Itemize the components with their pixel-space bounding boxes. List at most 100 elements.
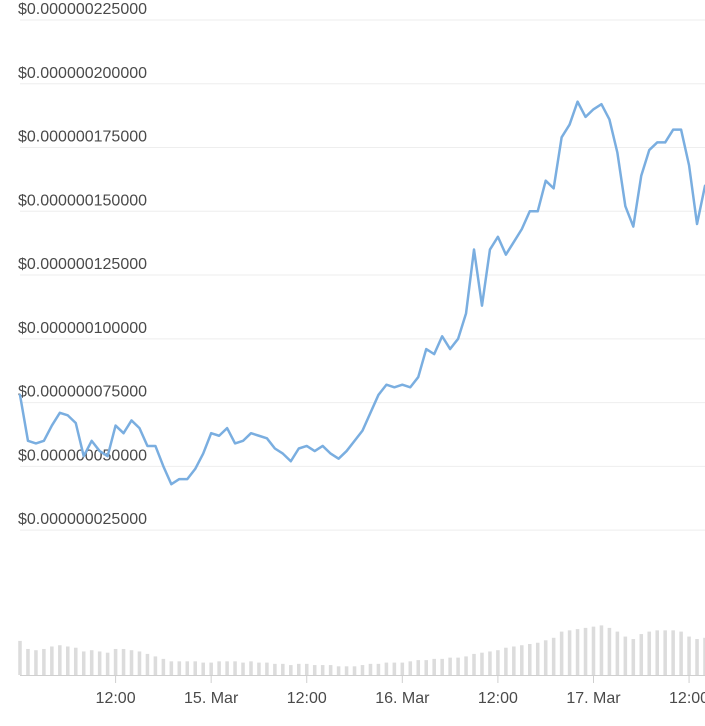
y-tick-label: $0.000000175000 xyxy=(18,129,147,146)
volume-bar xyxy=(512,646,516,675)
volume-bar xyxy=(73,647,78,675)
volume-bar xyxy=(392,662,397,675)
y-tick-label: $0.000000025000 xyxy=(18,511,147,528)
volume-bar xyxy=(527,644,532,675)
x-tick-label: 12:00 xyxy=(287,690,327,707)
volume-bar xyxy=(89,650,94,675)
volume-bar xyxy=(297,663,301,675)
volume-bar xyxy=(368,663,373,675)
volume-bar xyxy=(408,661,413,675)
volume-bar xyxy=(352,666,357,675)
volume-bar xyxy=(42,648,46,675)
volume-bar xyxy=(559,631,564,675)
volume-bar xyxy=(543,640,548,675)
volume-bar xyxy=(169,661,174,675)
volume-bar xyxy=(687,636,691,675)
volume-bar xyxy=(631,639,636,675)
volume-bar xyxy=(496,650,500,675)
volume-bar xyxy=(18,640,22,675)
x-tick-label: 12:00 xyxy=(478,690,518,707)
volume-bar xyxy=(265,662,269,675)
y-tick-label: $0.000000150000 xyxy=(18,192,147,209)
volume-bar xyxy=(209,662,213,675)
volume-bar xyxy=(257,662,261,675)
volume-bar xyxy=(344,666,349,675)
volume-bar xyxy=(97,651,102,675)
volume-bar xyxy=(551,637,556,675)
x-tick-label: 16. Mar xyxy=(375,690,430,707)
volume-bar xyxy=(193,661,198,675)
volume-bar xyxy=(535,642,540,675)
volume-bar xyxy=(480,652,484,675)
volume-bar xyxy=(273,663,277,675)
volume-bar xyxy=(432,658,436,675)
volume-bar xyxy=(137,651,142,675)
volume-bar xyxy=(304,663,309,675)
volume-bar xyxy=(607,627,612,675)
volume-bar xyxy=(217,661,221,675)
x-tick-label: 12:00 xyxy=(96,690,136,707)
volume-bar xyxy=(201,662,205,675)
volume-bar xyxy=(50,646,54,675)
volume-bar xyxy=(591,626,596,675)
volume-bar xyxy=(336,666,341,675)
volume-bar xyxy=(121,648,126,675)
volume-bar xyxy=(639,634,644,675)
volume-bar xyxy=(440,658,444,675)
volume-bar xyxy=(416,660,421,675)
volume-bar xyxy=(129,650,134,675)
volume-bar xyxy=(623,636,628,675)
volume-bar xyxy=(58,645,62,675)
volume-bar xyxy=(671,630,675,675)
volume-bar xyxy=(703,637,705,675)
volume-bar xyxy=(384,662,389,675)
volume-bar xyxy=(225,661,229,675)
x-tick-label: 15. Mar xyxy=(184,690,239,707)
volume-bar xyxy=(695,639,699,675)
volume-bar xyxy=(504,647,508,675)
volume-bar xyxy=(424,660,428,675)
volume-bar xyxy=(233,661,237,675)
volume-bar xyxy=(153,656,158,675)
volume-bar xyxy=(281,663,285,675)
volume-bar xyxy=(575,629,580,675)
volume-bar xyxy=(26,648,30,675)
x-tick-label: 12:00 xyxy=(669,690,705,707)
volume-bar xyxy=(456,657,460,675)
volume-bar xyxy=(34,650,38,675)
volume-bar xyxy=(66,646,70,675)
volume-bar xyxy=(448,657,452,675)
volume-bar xyxy=(599,625,604,675)
volume-bar xyxy=(567,630,572,675)
y-tick-label: $0.000000075000 xyxy=(18,384,147,401)
volume-bar xyxy=(320,665,325,675)
volume-bar xyxy=(145,653,150,675)
volume-bar xyxy=(289,665,293,675)
volume-bar xyxy=(615,631,620,675)
volume-bar xyxy=(464,656,468,675)
volume-bar xyxy=(177,661,182,675)
volume-bar xyxy=(647,631,652,675)
volume-bar xyxy=(312,665,317,675)
volume-bar xyxy=(113,648,118,675)
y-tick-label: $0.000000225000 xyxy=(18,1,147,18)
volume-bar xyxy=(488,651,492,675)
volume-bar xyxy=(520,645,524,675)
price-series-line xyxy=(18,100,705,486)
volume-bar xyxy=(663,630,667,675)
volume-bar xyxy=(583,627,588,675)
volume-bar xyxy=(105,652,110,675)
volume-bar xyxy=(241,662,245,675)
y-tick-label: $0.000000100000 xyxy=(18,320,147,337)
volume-bar xyxy=(472,653,476,675)
volume-bar xyxy=(400,662,405,675)
x-tick-label: 17. Mar xyxy=(566,690,621,707)
y-tick-label: $0.000000125000 xyxy=(18,256,147,273)
volume-bar xyxy=(328,665,333,675)
y-tick-label: $0.000000200000 xyxy=(18,65,147,82)
volume-bar xyxy=(249,661,253,675)
volume-bar xyxy=(679,631,683,675)
volume-bar xyxy=(81,651,86,675)
